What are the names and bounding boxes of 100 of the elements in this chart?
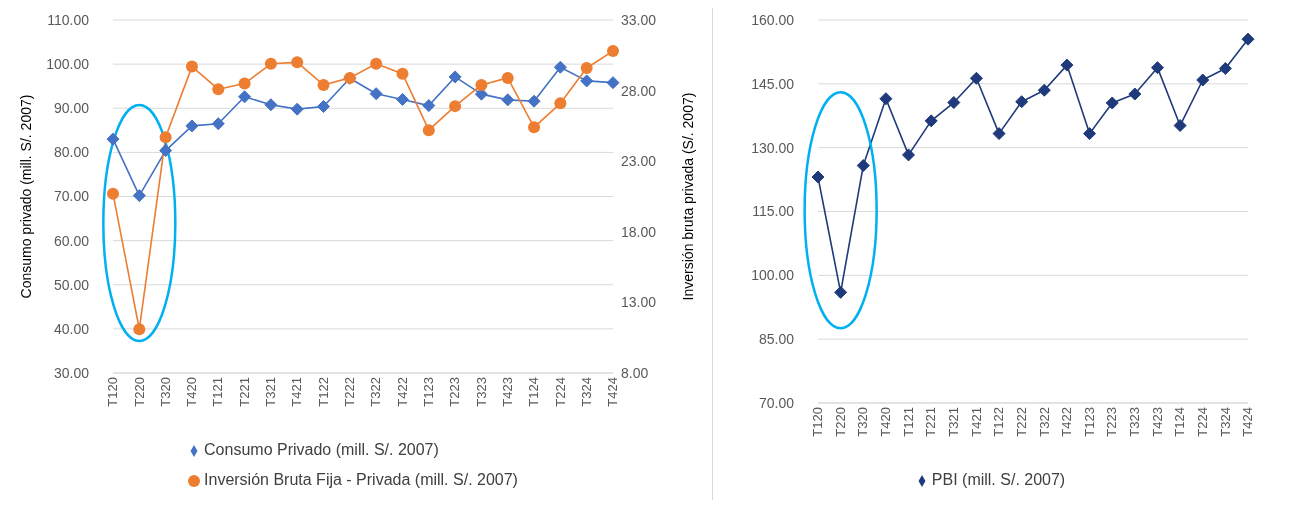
x-tick-label: T420 [878, 407, 894, 437]
x-tick-label: T424 [605, 377, 621, 407]
point [449, 100, 462, 113]
point [185, 119, 199, 133]
x-tick-label: T224 [552, 377, 568, 407]
x-tick-label: T223 [447, 377, 463, 407]
y-axis-title: Consumo privado (mill. S/. 2007) [17, 94, 34, 299]
x-tick-label: T121 [210, 377, 226, 407]
x-tick-label: T122 [991, 407, 1007, 437]
point [606, 76, 620, 90]
point [580, 62, 593, 75]
y2-tick-label: 18.00 [621, 223, 657, 240]
point [1150, 61, 1164, 75]
x-tick-label: T421 [289, 377, 305, 407]
x-tick-label: T321 [946, 407, 962, 437]
point [133, 323, 146, 336]
y-tick-label: 40.00 [53, 320, 90, 337]
point [879, 92, 893, 106]
x-tick-label: T124 [1172, 407, 1188, 437]
x-tick-label: T421 [968, 407, 984, 437]
legend-label: Consumo Privado (mill. S/. 2007) [204, 441, 439, 458]
x-tick-label: T123 [421, 377, 437, 407]
point [607, 45, 619, 58]
x-tick-label: T120 [105, 377, 121, 407]
y2-tick-label: 28.00 [621, 82, 657, 99]
x-tick-label: T320 [855, 407, 871, 437]
y2-tick-label: 8.00 [621, 364, 649, 381]
point [159, 144, 173, 158]
x-tick-label: T422 [394, 377, 410, 407]
x-tick-label: T424 [1240, 407, 1256, 437]
point [238, 77, 251, 90]
point [317, 78, 330, 91]
x-tick-label: T221 [923, 407, 939, 437]
point [1218, 62, 1232, 76]
point [395, 92, 409, 106]
y-tick-label: 60.00 [53, 232, 90, 249]
x-tick-label: T222 [342, 377, 358, 407]
point [1037, 83, 1051, 97]
x-tick-label: T324 [578, 377, 594, 407]
point [811, 170, 825, 184]
x-tick-label: T321 [263, 377, 279, 407]
point [317, 99, 331, 113]
point [1105, 96, 1119, 110]
point [264, 57, 277, 70]
y2-tick-label: 13.00 [621, 294, 657, 311]
point [580, 74, 594, 88]
x-tick-label: T122 [315, 377, 331, 407]
x-tick-label: T320 [157, 377, 173, 407]
point [992, 127, 1006, 141]
legend-label: PBI (mill. S/. 2007) [931, 471, 1066, 488]
point [1196, 73, 1210, 87]
x-tick-label: T420 [184, 377, 200, 407]
point [501, 71, 514, 84]
point [924, 114, 938, 128]
point [211, 117, 225, 131]
x-tick-label: T323 [1127, 407, 1143, 437]
y-tick-label: 100.00 [751, 267, 795, 284]
point [1015, 95, 1029, 109]
x-tick-label: T322 [368, 377, 384, 407]
y-tick-label: 90.00 [53, 100, 90, 117]
point [834, 285, 848, 299]
y-tick-label: 130.00 [751, 139, 795, 156]
x-tick-label: T324 [1217, 407, 1233, 437]
y-tick-label: 70.00 [758, 394, 795, 411]
y-tick-label: 100.00 [46, 56, 90, 73]
x-tick-label: T123 [1081, 407, 1097, 437]
x-tick-label: T423 [499, 377, 515, 407]
point [553, 60, 567, 74]
point [106, 132, 120, 146]
x-tick-label: T322 [1036, 407, 1052, 437]
y-tick-label: 160.00 [751, 11, 795, 28]
y-tick-label: 50.00 [53, 276, 90, 293]
y-tick-label: 70.00 [53, 188, 90, 205]
y-tick-label: 80.00 [53, 144, 90, 161]
point [554, 97, 567, 110]
point [185, 60, 198, 73]
y-tick-label: 115.00 [752, 203, 795, 220]
x-tick-label: T221 [236, 377, 252, 407]
point [422, 99, 436, 113]
point [212, 83, 225, 96]
x-tick-label: T220 [832, 407, 848, 437]
x-tick-label: T121 [900, 407, 916, 437]
point [132, 189, 146, 203]
legend-label: Inversión Bruta Fija - Privada (mill. S/. 2007) [204, 471, 518, 488]
point [501, 93, 515, 107]
point [369, 87, 383, 101]
y-tick-label: 85.00 [758, 331, 795, 348]
y2-axis-title: Inversión bruta privada (S/. 2007) [679, 92, 696, 301]
point [238, 90, 252, 104]
point [290, 102, 304, 116]
point [947, 96, 961, 110]
x-tick-label: T223 [1104, 407, 1120, 437]
point [475, 78, 488, 91]
point [370, 57, 383, 70]
point [291, 56, 304, 69]
x-tick-label: T120 [810, 407, 826, 437]
x-tick-label: T222 [1013, 407, 1029, 437]
point [422, 124, 435, 137]
y-tick-label: 110.00 [47, 11, 90, 28]
point [159, 131, 172, 144]
